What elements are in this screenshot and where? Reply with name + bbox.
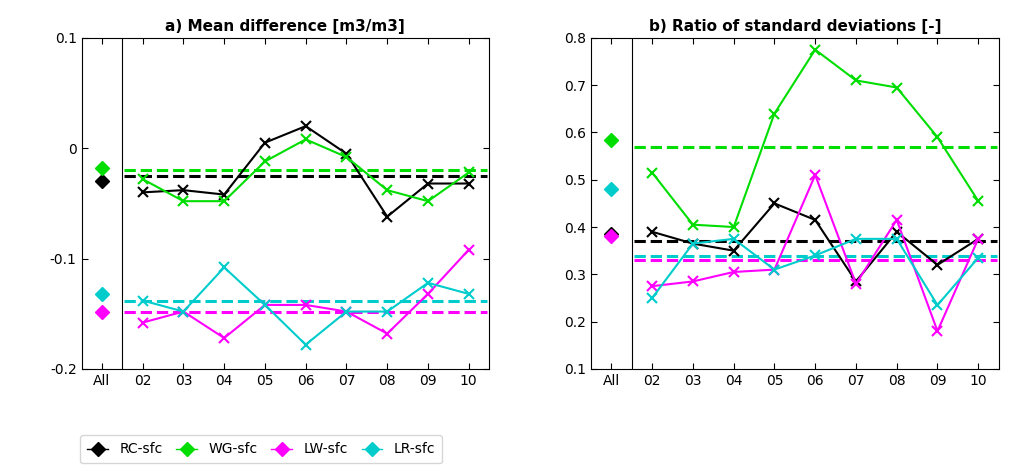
Title: b) Ratio of standard deviations [-]: b) Ratio of standard deviations [-] (648, 19, 942, 34)
Title: a) Mean difference [m3/m3]: a) Mean difference [m3/m3] (165, 19, 406, 34)
Legend: RC-sfc, WG-sfc, LW-sfc, LR-sfc: RC-sfc, WG-sfc, LW-sfc, LR-sfc (81, 436, 442, 464)
